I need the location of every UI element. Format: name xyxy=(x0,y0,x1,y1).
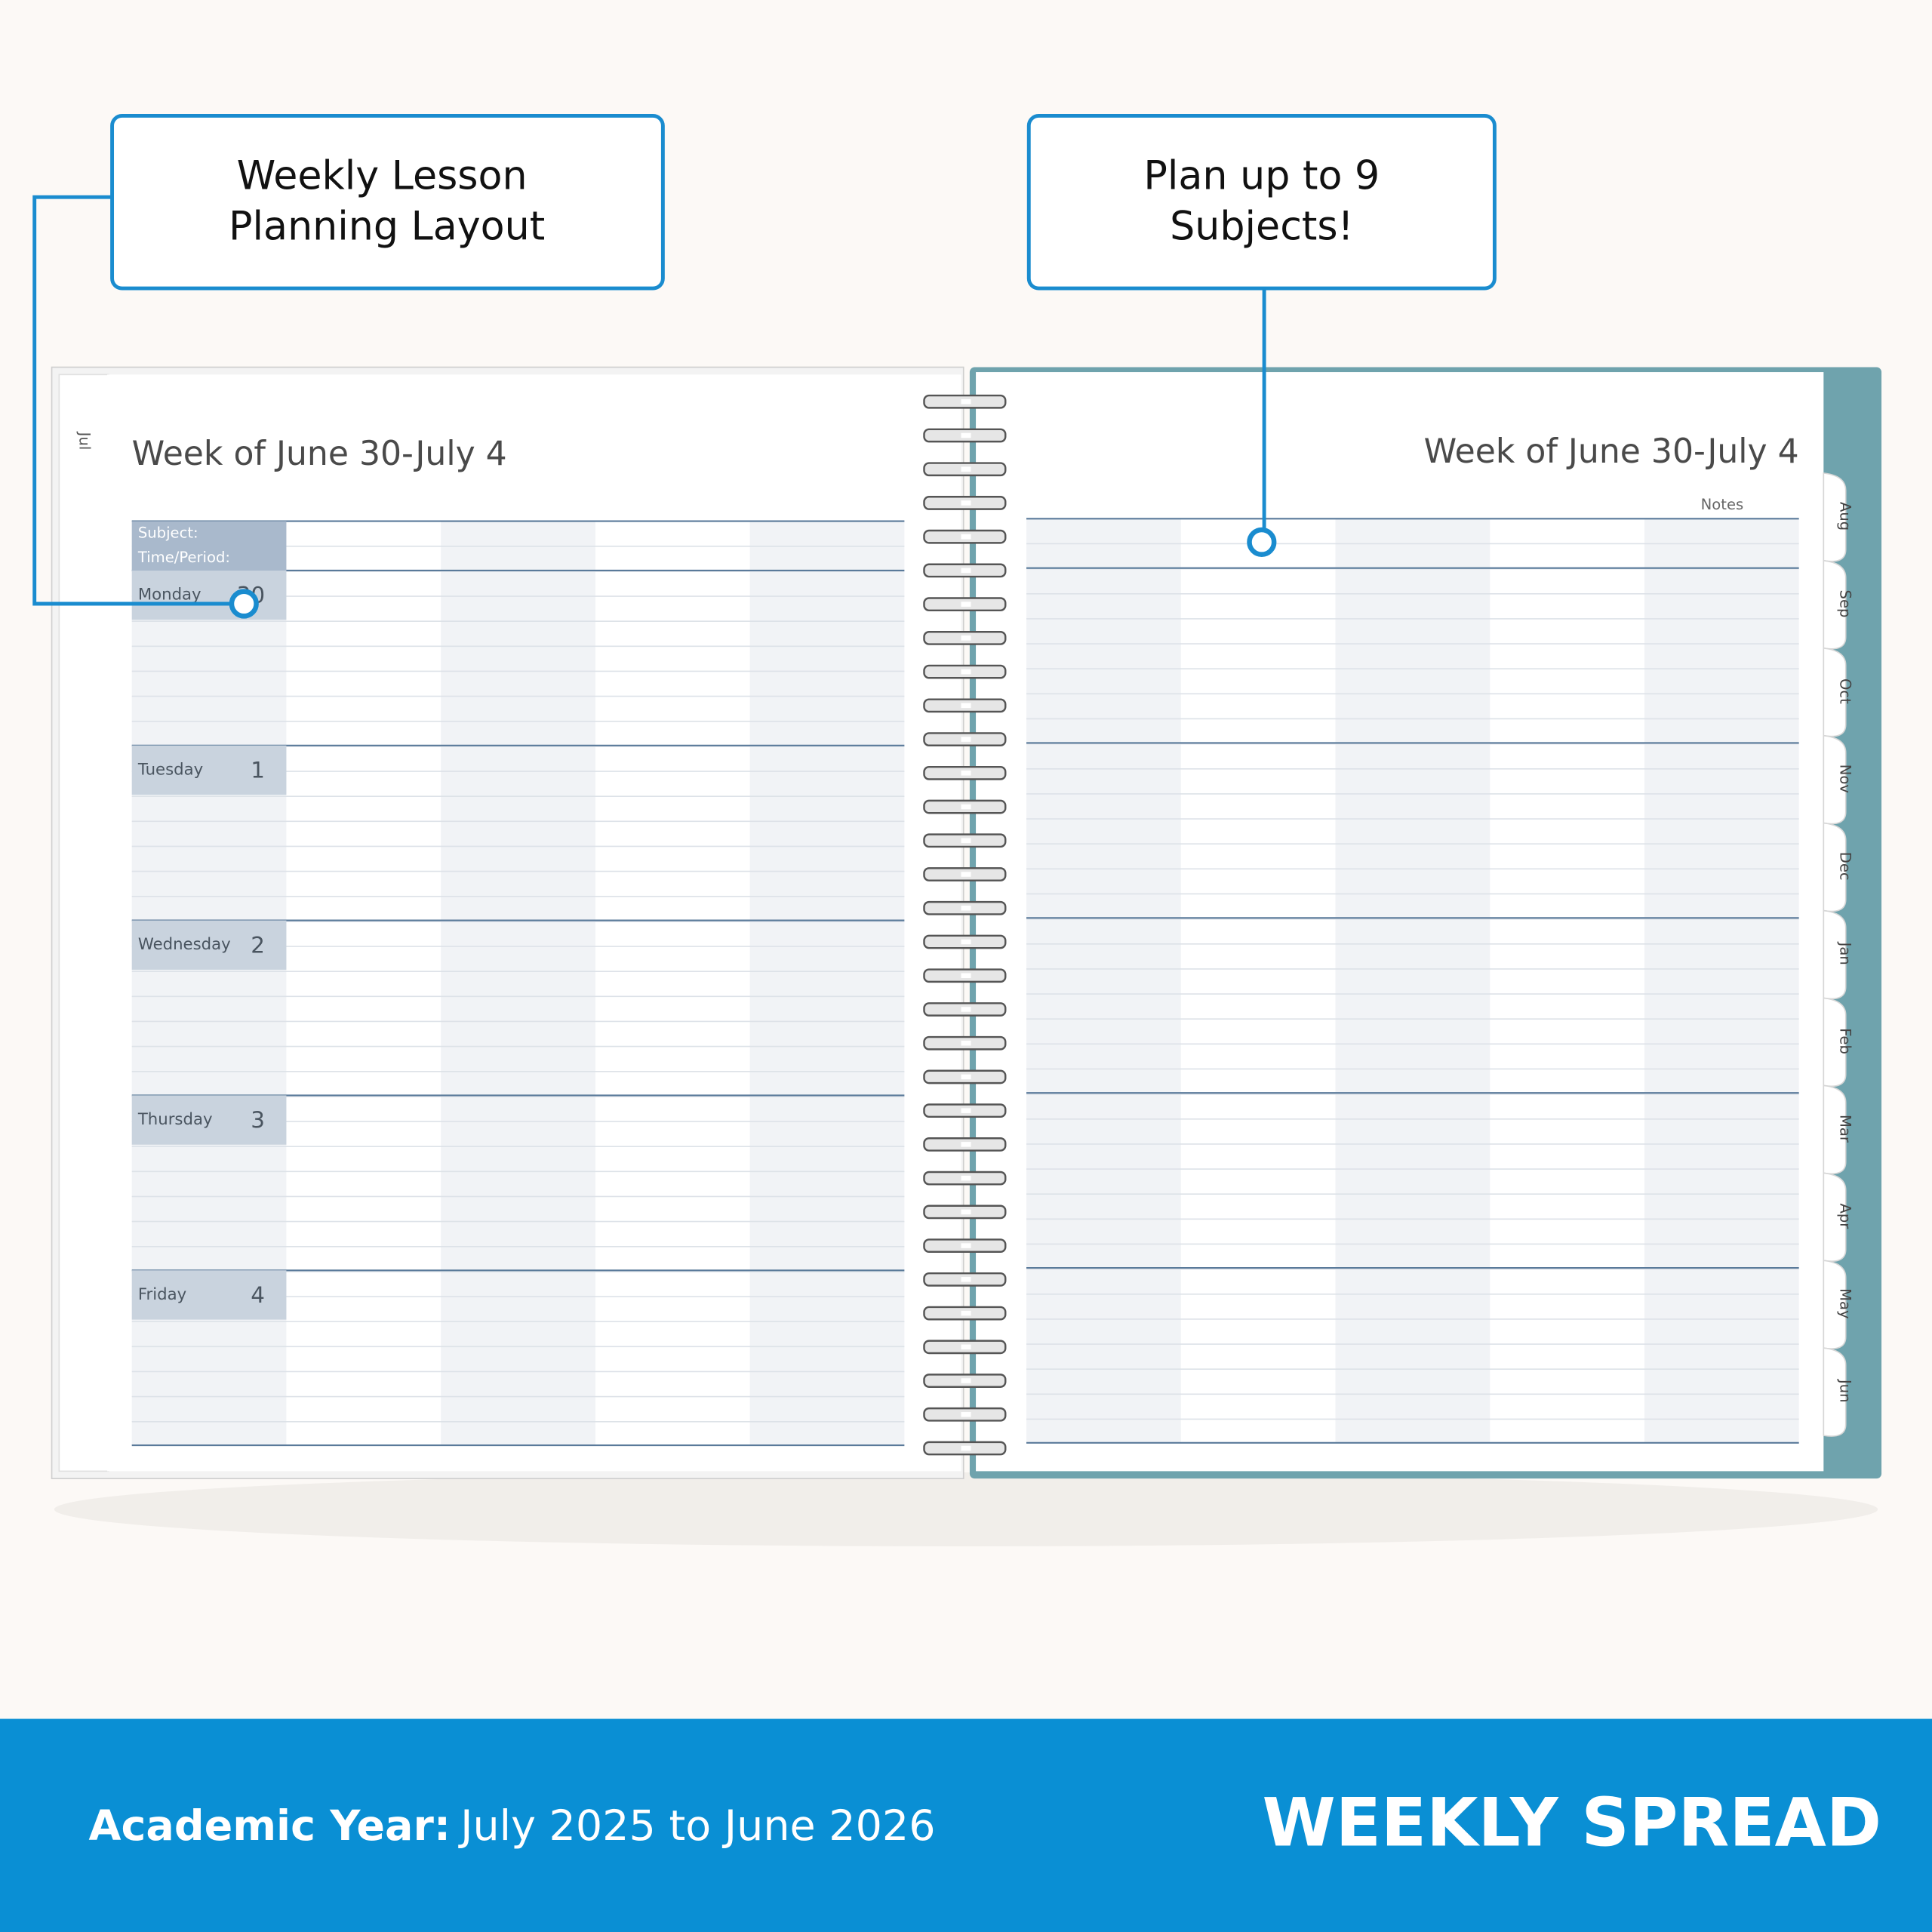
callout-text: Planning Layout xyxy=(229,205,545,250)
day-label-box xyxy=(131,1095,287,1145)
month-tab-label: Feb xyxy=(1837,1028,1854,1054)
month-tab-label: May xyxy=(1837,1288,1854,1318)
callout-text: Weekly Lesson xyxy=(237,154,528,199)
month-tab xyxy=(1823,734,1847,825)
month-tab xyxy=(1823,822,1847,912)
connector xyxy=(32,195,235,606)
footer-value: July 2025 to June 2026 xyxy=(458,1801,935,1850)
right-title: Week of June 30-July 4 xyxy=(1424,432,1799,471)
day-label-box xyxy=(131,570,287,620)
left-tab-strip xyxy=(58,374,109,1472)
grids: Subject:Time/Period:Monday30Tuesday1Wedn… xyxy=(131,518,1799,1447)
column-shade xyxy=(1644,518,1799,1443)
day-label-box xyxy=(131,920,287,970)
day-date: 1 xyxy=(251,758,265,783)
day-name: Wednesday xyxy=(138,935,231,954)
column-shade xyxy=(1335,518,1491,1443)
day-date: 4 xyxy=(251,1282,265,1308)
footer-label: Academic Year: xyxy=(89,1801,451,1850)
month-tab xyxy=(1823,472,1847,562)
column-shade xyxy=(1026,518,1181,1443)
month-tab xyxy=(1823,647,1847,737)
tabs: Aug Sep Oct Nov Dec Jan Feb Mar Apr May Jun xyxy=(1823,472,1854,1437)
connector-dot xyxy=(1247,527,1277,557)
left-title: Week of June 30-July 4 xyxy=(132,435,507,473)
footer-band xyxy=(0,1718,1932,1932)
month-tab-label: Mar xyxy=(1837,1115,1854,1143)
day-name: Thursday xyxy=(137,1110,213,1129)
month-tab xyxy=(1823,559,1847,650)
month-tab xyxy=(1823,1084,1847,1175)
callout-box xyxy=(110,114,665,291)
month-tab: Jul xyxy=(76,431,94,451)
month-tab-label: Oct xyxy=(1837,678,1854,704)
footer-text: Academic Year: July 2025 to June 2026 xyxy=(89,1801,936,1850)
month-tab-label: Jun xyxy=(1837,1378,1854,1403)
month-tab-label: Dec xyxy=(1837,852,1854,881)
month-tab xyxy=(1823,909,1847,1000)
callout-text: Plan up to 9 xyxy=(1143,154,1380,199)
month-tab xyxy=(1823,1260,1847,1349)
day-date: 2 xyxy=(251,932,265,958)
day-label-box xyxy=(131,1270,287,1320)
day-name: Friday xyxy=(138,1285,186,1304)
shadow xyxy=(54,1472,1878,1546)
spiral xyxy=(923,394,1007,1456)
callout-box xyxy=(1026,114,1497,291)
month-tab-label: Jan xyxy=(1837,941,1854,965)
column-shade xyxy=(749,521,905,1446)
month-tab xyxy=(1823,1347,1847,1437)
time-label: Time/Period: xyxy=(137,549,230,566)
connector-dot xyxy=(229,589,259,619)
day-name: Monday xyxy=(138,586,202,605)
day-label-box xyxy=(131,745,287,795)
callout-text: Subjects! xyxy=(1170,205,1353,250)
month-tab xyxy=(1823,1172,1847,1262)
month-tab-label: Apr xyxy=(1837,1203,1854,1229)
month-tab-label: Sep xyxy=(1837,590,1854,618)
month-tab-label: Nov xyxy=(1837,764,1854,793)
month-tab-label: Aug xyxy=(1837,502,1854,531)
notes-label: Notes xyxy=(1701,496,1744,513)
subject-label: Subject: xyxy=(138,524,198,541)
day-date: 3 xyxy=(251,1107,265,1133)
subject-header xyxy=(131,521,287,571)
column-shade xyxy=(441,521,595,1446)
day-name: Tuesday xyxy=(137,760,203,779)
month-tab xyxy=(1823,997,1847,1088)
footer-heading: WEEKLY SPREAD xyxy=(1262,1784,1881,1862)
